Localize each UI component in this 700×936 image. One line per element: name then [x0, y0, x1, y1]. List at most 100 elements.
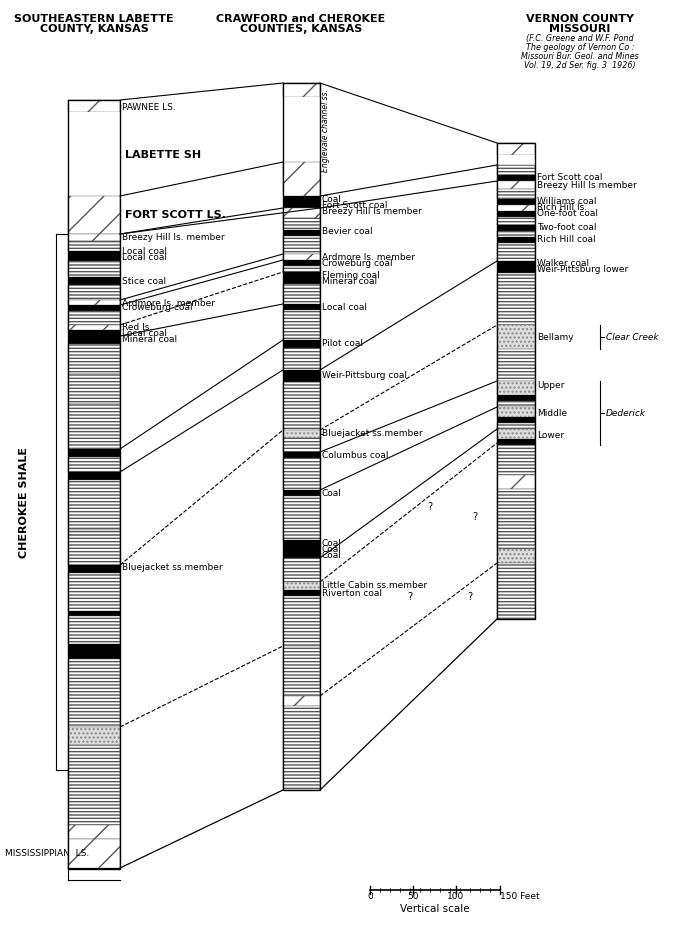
Bar [283, 196, 320, 202]
Text: Weir-Pittsburg lower: Weir-Pittsburg lower [537, 265, 629, 273]
Bar [497, 475, 535, 489]
Text: Upper: Upper [537, 381, 564, 389]
Text: Little Cabin ss.member: Little Cabin ss.member [322, 580, 427, 590]
Bar [68, 330, 120, 336]
Bar [283, 596, 320, 646]
Text: Rich Hill coal: Rich Hill coal [537, 236, 596, 244]
Bar [68, 429, 120, 449]
Text: Williams coal: Williams coal [537, 197, 596, 206]
Bar [283, 590, 320, 596]
Bar [68, 530, 120, 535]
Bar [283, 646, 320, 696]
Bar [497, 381, 535, 395]
Bar [283, 496, 320, 540]
Bar [283, 582, 320, 590]
Bar [68, 374, 120, 404]
Text: Two-foot coal: Two-foot coal [537, 223, 596, 231]
Bar [497, 237, 535, 243]
Bar [497, 143, 535, 619]
Bar [497, 423, 535, 429]
Bar [497, 439, 535, 445]
Text: LABETTE SH: LABETTE SH [125, 150, 201, 160]
Bar [497, 211, 535, 217]
Text: Breezy Hill ls. member: Breezy Hill ls. member [122, 232, 225, 241]
Bar [283, 97, 320, 162]
Bar [68, 449, 120, 457]
Bar [68, 565, 120, 573]
Bar [283, 430, 320, 438]
Bar [283, 490, 320, 496]
Bar [497, 189, 535, 199]
Bar [68, 241, 120, 251]
Bar [283, 696, 320, 706]
Text: Dederick: Dederick [606, 408, 646, 417]
Text: (F.C. Greene and W.F. Pond: (F.C. Greene and W.F. Pond [526, 34, 634, 43]
Text: 0: 0 [367, 892, 373, 901]
Bar [68, 311, 120, 325]
Bar [497, 165, 535, 175]
Text: Bluejacket ss.member: Bluejacket ss.member [322, 429, 423, 437]
Text: Local coal: Local coal [122, 329, 167, 338]
Bar [497, 231, 535, 237]
Text: ?: ? [473, 512, 477, 522]
Bar [68, 649, 120, 654]
Bar [283, 706, 320, 790]
Text: Local coal: Local coal [122, 247, 167, 256]
Bar [68, 654, 120, 659]
Text: Ardmore ls. member: Ardmore ls. member [322, 253, 415, 261]
Bar [68, 112, 120, 196]
Text: MISSOURI: MISSOURI [550, 24, 610, 34]
Bar [497, 401, 535, 407]
Bar [283, 218, 320, 230]
Bar [497, 563, 535, 619]
Text: Walker coal: Walker coal [537, 258, 589, 268]
Text: Middle: Middle [537, 408, 567, 417]
Bar [497, 407, 535, 417]
Text: Breezy Hill ls member: Breezy Hill ls member [322, 208, 421, 216]
Bar [283, 546, 320, 552]
Text: Breezy Hill ls member: Breezy Hill ls member [537, 181, 637, 189]
Bar [497, 199, 535, 205]
Bar [68, 305, 120, 311]
Text: Pilot coal: Pilot coal [322, 340, 363, 348]
Text: Croweburg coal: Croweburg coal [322, 258, 393, 268]
Text: Fort Scott coal: Fort Scott coal [537, 173, 603, 183]
Bar [497, 225, 535, 231]
Bar [68, 611, 120, 616]
Bar [283, 83, 320, 790]
Text: Coal: Coal [322, 545, 342, 553]
Bar [497, 417, 535, 423]
Bar [497, 489, 535, 519]
Text: Local coal: Local coal [322, 302, 367, 312]
Bar [68, 472, 120, 480]
Text: Red ls.: Red ls. [122, 323, 153, 331]
Bar [68, 196, 120, 234]
Bar [283, 438, 320, 452]
Bar [497, 143, 535, 155]
Text: 150 Feet: 150 Feet [500, 892, 540, 901]
Text: Coal: Coal [322, 550, 342, 560]
Text: SOUTHEASTERN LABETTE: SOUTHEASTERN LABETTE [14, 14, 174, 24]
Text: 100: 100 [447, 892, 465, 901]
Text: MISSISSIPPIAN  LS.: MISSISSIPPIAN LS. [5, 849, 90, 857]
Bar [68, 336, 120, 344]
Bar [497, 445, 535, 475]
Bar [497, 205, 535, 211]
Bar [283, 310, 320, 340]
Text: ?: ? [468, 592, 472, 602]
Bar [68, 616, 120, 644]
Bar [68, 573, 120, 611]
Bar [68, 285, 120, 300]
Text: Columbus coal: Columbus coal [322, 450, 388, 460]
Bar [497, 325, 535, 349]
Bar [283, 266, 320, 272]
Bar [68, 535, 120, 565]
Text: Mineral coal: Mineral coal [122, 335, 177, 344]
Text: Coal: Coal [322, 489, 342, 498]
Bar [283, 452, 320, 458]
Bar [283, 202, 320, 208]
Bar [497, 155, 535, 165]
Bar [283, 458, 320, 490]
Bar [68, 745, 120, 825]
Text: COUNTIES, KANSAS: COUNTIES, KANSAS [240, 24, 362, 34]
